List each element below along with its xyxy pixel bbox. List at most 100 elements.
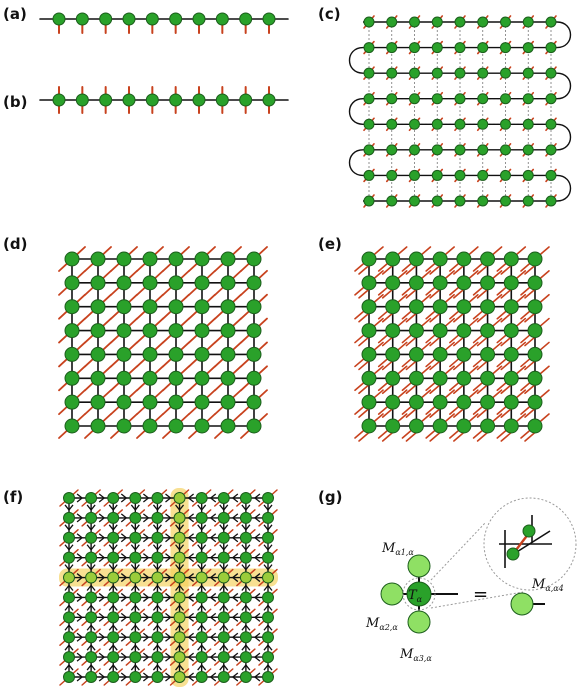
arrow-head xyxy=(64,584,74,591)
panel-b-mpo-chain xyxy=(39,86,289,114)
highlighted-tensor-node xyxy=(173,511,186,524)
arrow-head xyxy=(175,664,185,671)
tensor-node xyxy=(480,370,496,386)
tensor-node xyxy=(500,67,511,79)
tensor-node xyxy=(129,591,142,604)
arrow-head xyxy=(152,584,162,591)
tensor-node xyxy=(262,671,274,683)
tensor-node xyxy=(262,551,274,564)
tensor-node xyxy=(239,651,252,664)
tensor-node xyxy=(522,144,534,156)
tensor-node xyxy=(90,299,106,315)
tensor-node xyxy=(217,631,230,644)
arrow-head xyxy=(231,493,239,503)
tensor-node xyxy=(220,346,236,362)
tensor-node xyxy=(168,251,184,267)
arrow-head xyxy=(64,604,74,611)
tensor-node xyxy=(431,118,443,130)
arrow-head xyxy=(175,564,185,571)
tensor-node xyxy=(195,511,208,524)
tensor-node xyxy=(456,251,472,267)
tensor-node xyxy=(215,12,229,26)
tensor-node xyxy=(129,651,142,664)
tensor-node xyxy=(129,551,142,564)
tensor-node xyxy=(220,418,236,434)
tensor-node xyxy=(151,591,164,604)
tensor-node xyxy=(477,169,489,181)
arrow-head xyxy=(253,513,261,523)
arrow-head xyxy=(165,493,172,503)
tensor-node xyxy=(262,511,274,524)
tensor-node xyxy=(477,67,489,79)
tensor-node xyxy=(192,93,206,107)
tensor-node xyxy=(246,346,262,362)
highlighted-tensor-node xyxy=(129,571,142,584)
tensor-node xyxy=(361,418,377,434)
arrow-head xyxy=(142,612,150,622)
arrow-head xyxy=(76,652,84,662)
arrow-head xyxy=(108,644,118,651)
tensor-node xyxy=(129,671,142,683)
tensor-node xyxy=(454,67,466,79)
arrow-head xyxy=(108,664,118,671)
arrow-head xyxy=(98,513,106,523)
tensor-node xyxy=(116,299,132,315)
tensor-node xyxy=(456,346,472,362)
tensor-node xyxy=(545,195,557,207)
zoom-guide-line xyxy=(430,521,487,581)
arrow-head xyxy=(64,544,74,551)
tensor-node xyxy=(477,93,489,105)
arrow-head xyxy=(76,573,84,583)
highlighted-tensor-node xyxy=(173,631,186,644)
tensor-node xyxy=(142,275,158,291)
tensor-node xyxy=(503,323,519,339)
tensor-node xyxy=(363,67,375,79)
tensor-node xyxy=(386,118,398,130)
tensor-node xyxy=(142,346,158,362)
arrow-head xyxy=(76,672,84,682)
arrow-head xyxy=(187,573,195,583)
tensor-node xyxy=(262,93,276,107)
tensor-node xyxy=(363,169,375,181)
arrow-head xyxy=(76,533,84,543)
arrow-head xyxy=(142,672,150,682)
arrow-head xyxy=(263,624,273,631)
tensor-node xyxy=(456,394,472,410)
tensor-node xyxy=(262,492,274,504)
arrow-head xyxy=(86,564,96,571)
arrow-head xyxy=(263,664,273,671)
tensor-node xyxy=(386,144,398,156)
tensor-node xyxy=(195,531,208,544)
tensor-node xyxy=(195,631,208,644)
tensor-node xyxy=(545,169,557,181)
arrow-head xyxy=(130,524,140,531)
tensor-node xyxy=(215,93,229,107)
tensor-node xyxy=(194,275,210,291)
tensor-node xyxy=(480,323,496,339)
arrow-head xyxy=(142,573,150,583)
tensor-node xyxy=(116,394,132,410)
tensor-node xyxy=(90,370,106,386)
tensor-node xyxy=(52,12,66,26)
arrow-head xyxy=(152,504,162,511)
arrow-head xyxy=(64,564,74,571)
arrow-head xyxy=(263,544,273,551)
arrow-head xyxy=(130,584,140,591)
arrow-head xyxy=(253,592,261,602)
arrow-head xyxy=(86,624,96,631)
tensor-node xyxy=(500,169,511,181)
tensor-node xyxy=(246,418,262,434)
tensor-node xyxy=(522,195,534,207)
arrow-head xyxy=(175,504,185,511)
tensor-node xyxy=(239,492,252,504)
tensor-node xyxy=(409,67,420,79)
tensor-node xyxy=(64,275,80,291)
tensor-node xyxy=(64,370,80,386)
tensor-node xyxy=(90,418,106,434)
tensor-node xyxy=(63,651,75,664)
result-tensor xyxy=(510,592,534,616)
arrow-head xyxy=(219,504,229,511)
tensor-node xyxy=(107,531,120,544)
arrow-head xyxy=(231,672,239,682)
arrow-head xyxy=(86,664,96,671)
